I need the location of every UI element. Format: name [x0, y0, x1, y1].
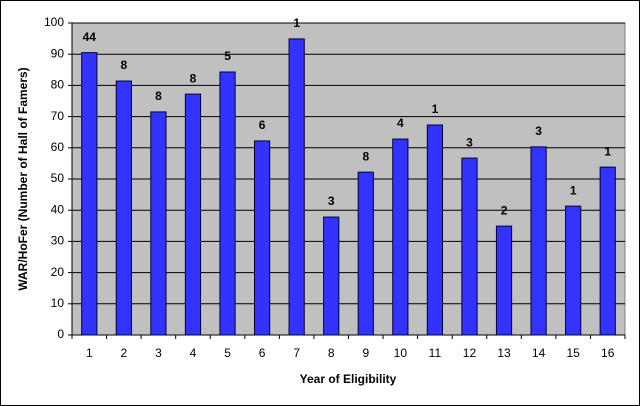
- y-tick-label: 40: [51, 202, 65, 216]
- bar-label: 4: [397, 116, 404, 130]
- y-tick-label: 10: [51, 296, 65, 310]
- bar: [599, 166, 616, 336]
- bar-label: 1: [570, 183, 577, 197]
- bar-label: 3: [328, 194, 335, 208]
- x-tick-label: 1: [86, 346, 93, 360]
- bar: [253, 140, 271, 336]
- x-tick-label: 15: [566, 346, 580, 360]
- bar-label: 3: [535, 124, 542, 138]
- bar-label: 1: [432, 102, 439, 116]
- bar-label: 8: [362, 149, 369, 163]
- bar-label: 8: [121, 58, 128, 72]
- bar: [426, 124, 444, 336]
- bar: [392, 138, 409, 336]
- x-tick-label: 6: [259, 346, 266, 360]
- y-tick-label: 80: [51, 78, 65, 92]
- x-tick-label: 12: [463, 346, 477, 360]
- x-tick-label: 16: [601, 346, 615, 360]
- bar: [219, 71, 236, 336]
- x-tick-label: 8: [328, 346, 335, 360]
- bar: [288, 38, 305, 336]
- bar-label: 3: [466, 135, 473, 149]
- x-tick-label: 11: [429, 346, 442, 360]
- y-tick-label: 70: [51, 109, 65, 123]
- bar: [357, 171, 374, 336]
- x-tick-label: 9: [362, 346, 369, 360]
- bar: [495, 225, 513, 336]
- bar: [115, 80, 132, 336]
- x-tick-label: 14: [532, 346, 546, 360]
- bar-label: 1: [604, 144, 611, 158]
- bar: [565, 205, 582, 336]
- bar-label: 6: [259, 118, 266, 132]
- y-tick-label: 50: [51, 171, 65, 185]
- x-tick-label: 5: [224, 346, 231, 360]
- y-tick-label: 30: [51, 234, 65, 248]
- y-tick-label: 90: [51, 46, 65, 60]
- x-tick-label: 13: [497, 346, 511, 360]
- bar-label: 2: [501, 203, 508, 217]
- bar-label: 44: [83, 30, 97, 44]
- x-tick-label: 4: [190, 346, 197, 360]
- bar: [323, 216, 340, 336]
- y-axis-title: WAR/HoFer (Number of Hall of Famers): [16, 67, 30, 290]
- bar-label: 8: [190, 71, 197, 85]
- bar: [150, 111, 167, 336]
- bar: [81, 52, 98, 336]
- bar-label: 5: [224, 49, 231, 63]
- y-tick-label: 20: [51, 265, 65, 279]
- bar-label: 1: [293, 16, 300, 30]
- x-tick-label: 3: [155, 346, 162, 360]
- bar-label: 8: [155, 89, 162, 103]
- bar: [530, 146, 547, 336]
- y-tick-label: 100: [44, 15, 64, 29]
- x-tick-label: 2: [121, 346, 128, 360]
- y-tick-label: 0: [57, 327, 64, 341]
- bar: [461, 157, 478, 336]
- x-axis-title: Year of Eligibility: [300, 372, 397, 386]
- y-tick-label: 60: [51, 140, 65, 154]
- x-tick-label: 10: [394, 346, 408, 360]
- x-tick-label: 7: [293, 346, 300, 360]
- bar: [184, 93, 202, 336]
